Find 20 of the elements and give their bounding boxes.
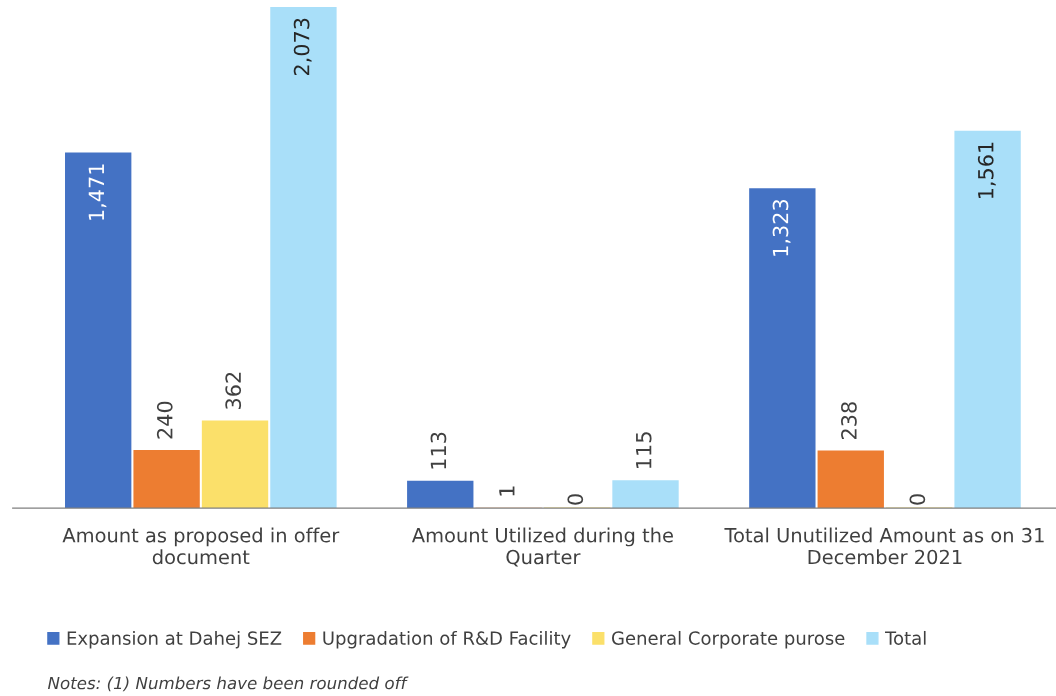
legend-label: Upgradation of R&D Facility	[323, 630, 571, 649]
data-label: 0	[567, 494, 584, 505]
data-label: 2,073	[293, 18, 312, 76]
data-label: 115	[636, 432, 652, 468]
legend-label: Total	[885, 630, 926, 645]
data-label: 1	[499, 486, 515, 496]
data-label: 240	[156, 401, 173, 439]
legend-label: Expansion at Dahej SEZ	[67, 630, 282, 649]
x-tick-label: Total Unutilized Amount as on 31 December 2021	[724, 527, 1044, 565]
x-tick-label: Amount as proposed in offer document	[62, 527, 340, 565]
data-label: 0	[909, 494, 926, 505]
data-label: 238	[841, 402, 857, 439]
data-label: 113	[430, 432, 447, 469]
data-label: 1,323	[772, 199, 791, 256]
text: Notes: (1) Numbers have been rounded off	[47, 676, 409, 692]
data-label: 1,561	[977, 142, 996, 199]
data-label: 1,471	[88, 164, 107, 220]
x-tick-label: Amount Utilized during the Quarter	[411, 527, 673, 567]
data-label: 362	[225, 372, 242, 409]
legend-label: General Corporate purose	[611, 630, 845, 649]
